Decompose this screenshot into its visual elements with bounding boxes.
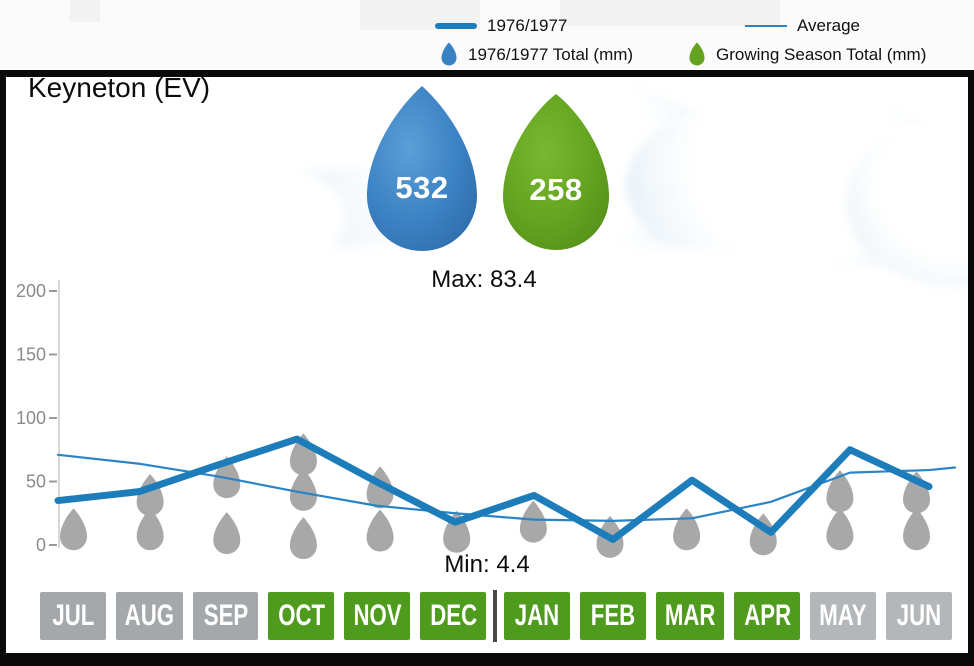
legend-item-average: Average xyxy=(745,16,860,36)
month-label: AUG xyxy=(124,599,174,632)
month-button-jul[interactable]: JUL xyxy=(40,592,106,640)
legend-item-1976-1977: 1976/1977 xyxy=(435,16,567,36)
thick-line-swatch-icon xyxy=(435,23,477,29)
month-label: OCT xyxy=(277,599,325,632)
legend-label-growing-total: Growing Season Total (mm) xyxy=(716,44,927,64)
growing-season-total-value: 258 xyxy=(529,172,583,207)
month-label: JUN xyxy=(896,599,942,632)
month-button-dec[interactable]: DEC xyxy=(420,592,487,640)
drop-glyph xyxy=(441,42,457,66)
series-total-value: 532 xyxy=(395,170,449,205)
thin-line-swatch-icon xyxy=(745,25,787,27)
legend-label-1976-1977: 1976/1977 xyxy=(487,16,568,35)
month-button-apr[interactable]: APR xyxy=(734,592,801,640)
month-label: MAY xyxy=(819,599,867,632)
month-button-oct[interactable]: OCT xyxy=(268,592,335,640)
legend-item-series-total: 1976/1977 Total (mm) xyxy=(440,42,633,67)
month-label: FEB xyxy=(590,599,636,632)
month-button-nov[interactable]: NOV xyxy=(344,592,411,640)
month-label: DEC xyxy=(429,599,477,632)
green-drop-icon xyxy=(689,42,705,66)
legend-bar: 1976/1977 Average 1976/1977 Total (mm) G… xyxy=(0,0,974,70)
month-selector-row: JUL AUG SEP OCT NOV DEC JAN FEB MAR APR MAY JUN xyxy=(40,590,953,642)
legend-item-growing-total: Growing Season Total (mm) xyxy=(688,42,926,67)
chart-panel xyxy=(0,70,974,666)
background-smudge xyxy=(70,0,100,22)
max-annotation: Max: 83.4 xyxy=(431,266,537,293)
month-button-mar[interactable]: MAR xyxy=(656,592,725,640)
month-button-aug[interactable]: AUG xyxy=(115,592,183,640)
blue-drop-icon xyxy=(441,42,457,66)
month-label: SEP xyxy=(203,599,248,632)
drop-glyph xyxy=(689,42,705,66)
legend-label-average: Average xyxy=(797,16,861,35)
background-smudge xyxy=(560,0,780,26)
min-annotation: Min: 4.4 xyxy=(444,551,530,578)
cloud-shape xyxy=(66,242,926,362)
month-button-sep[interactable]: SEP xyxy=(192,592,259,640)
year-divider xyxy=(493,590,498,642)
month-label: APR xyxy=(743,599,791,632)
month-button-may[interactable]: MAY xyxy=(810,592,877,640)
month-label: MAR xyxy=(664,599,716,632)
month-button-jun[interactable]: JUN xyxy=(886,592,953,640)
page-title: Keyneton (EV) xyxy=(28,72,211,103)
month-label: NOV xyxy=(353,599,402,632)
legend-label-series-total: 1976/1977 Total (mm) xyxy=(468,44,634,64)
month-button-feb[interactable]: FEB xyxy=(580,592,647,640)
month-label: JAN xyxy=(514,599,560,632)
month-button-jan[interactable]: JAN xyxy=(504,592,571,640)
month-label: JUL xyxy=(51,599,94,632)
